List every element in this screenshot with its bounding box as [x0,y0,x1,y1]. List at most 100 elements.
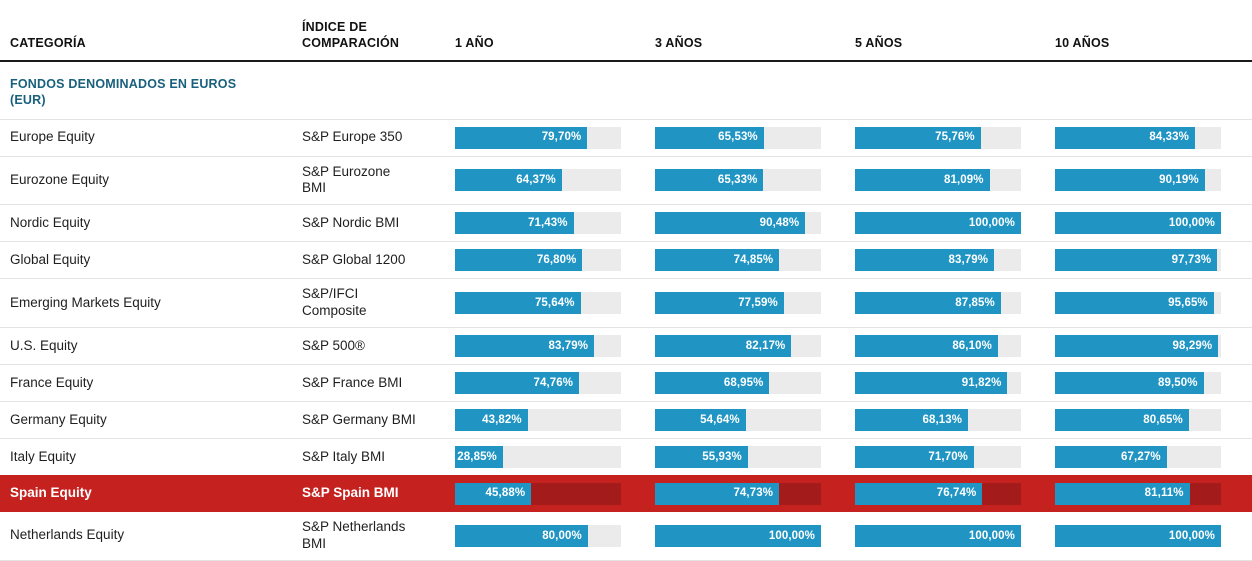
bar-fill: 98,29% [1055,335,1219,357]
bar-cell-1-year: 76,80% [455,249,655,272]
bar-track: 65,53% [655,126,821,149]
col-header-comparison-index: ÍNDICE DE COMPARACIÓN [302,19,400,50]
bar-track: 100,00% [1055,524,1221,547]
index-cell: S&P Germany BMI [302,411,416,427]
bar-value-label: 43,82% [482,413,522,426]
bar-cell-1-year: 28,85% [455,446,655,468]
bar-fill: 86,10% [855,335,998,357]
index-cell: S&P Spain BMI [302,485,399,501]
bar-value-label: 100,00% [1168,529,1215,542]
bar-fill: 68,13% [855,409,969,431]
bar-cell-1-year: 64,37% [455,169,655,192]
bar-fill: 95,65% [1055,292,1214,315]
bar-fill: 64,37% [455,169,562,192]
bar-value-label: 74,73% [733,487,774,500]
bar-value-label: 80,65% [1143,413,1183,426]
bar-track: 68,95% [655,372,821,394]
bar-cell-1-year: 43,82% [455,409,655,431]
bar-value-label: 100,00% [968,529,1015,542]
bar-cell-5-years: 75,76% [855,126,1055,149]
bar-fill: 83,79% [455,335,595,357]
category-cell: Netherlands Equity [10,527,125,543]
bar-cell-3-years: 54,64% [655,409,855,431]
bar-cell-10-years: 90,19% [1055,169,1252,192]
bar-track: 80,00% [455,524,621,547]
bar-track: 100,00% [655,524,821,547]
bar-fill: 90,48% [655,212,806,235]
bar-cell-10-years: 81,11% [1055,482,1252,505]
category-cell: Emerging Markets Equity [10,294,161,310]
bar-track: 77,59% [655,292,821,315]
bar-value-label: 54,64% [700,413,740,426]
bar-fill: 74,76% [455,372,580,394]
bar-value-label: 82,17% [745,339,786,352]
category-cell: Europe Equity [10,129,95,145]
bar-cell-10-years: 84,33% [1055,126,1252,149]
bar-fill: 81,09% [855,169,990,192]
bar-cell-3-years: 55,93% [655,446,855,468]
bar-fill: 54,64% [655,409,746,431]
bar-fill: 67,27% [1055,446,1167,468]
bar-track: 95,65% [1055,292,1221,315]
bar-cell-1-year: 74,76% [455,372,655,394]
bar-cell-1-year: 80,00% [455,524,655,547]
index-cell: S&P Italy BMI [302,448,386,464]
bar-track: 75,76% [855,126,1021,149]
bar-value-label: 81,11% [1144,487,1184,500]
bar-fill: 97,73% [1055,249,1218,272]
bar-fill: 75,64% [455,292,581,315]
table-row: Global Equity S&P Global 1200 76,80% 74,… [0,241,1252,278]
bar-cell-5-years: 86,10% [855,335,1055,357]
bar-track: 80,65% [1055,409,1221,431]
bar-fill: 76,80% [455,249,583,272]
bar-fill: 55,93% [655,446,748,468]
bar-track: 68,13% [855,409,1021,431]
bar-track: 100,00% [1055,212,1221,235]
bar-fill: 28,85% [455,446,503,468]
bar-track: 87,85% [855,292,1021,315]
bar-track: 76,80% [455,249,621,272]
index-cell: S&P Global 1200 [302,251,406,267]
bar-value-label: 65,53% [718,131,758,144]
bar-value-label: 83,79% [948,254,989,267]
bar-track: 76,74% [855,482,1021,505]
bar-fill: 71,70% [855,446,975,468]
bar-fill: 84,33% [1055,126,1195,149]
bar-track: 74,73% [655,482,821,505]
bar-cell-10-years: 80,65% [1055,409,1252,431]
bar-value-label: 76,74% [936,487,977,500]
bar-cell-5-years: 87,85% [855,292,1055,315]
bar-value-label: 100,00% [768,529,815,542]
col-header-category: CATEGORÍA [10,35,86,50]
category-cell: Global Equity [10,251,91,267]
bar-track: 43,82% [455,409,621,431]
bar-track: 98,29% [1055,335,1221,357]
bar-track: 67,27% [1055,446,1221,468]
bar-value-label: 75,64% [534,296,575,309]
bar-value-label: 28,85% [457,450,497,463]
bar-cell-5-years: 100,00% [855,212,1055,235]
bar-cell-1-year: 45,88% [455,482,655,505]
bar-value-label: 80,00% [542,529,582,542]
bar-value-label: 91,82% [961,376,1002,389]
bar-value-label: 74,76% [533,376,574,389]
bar-track: 71,43% [455,212,621,235]
bar-cell-3-years: 74,85% [655,249,855,272]
bar-value-label: 87,85% [955,296,995,309]
bar-track: 97,73% [1055,249,1221,272]
bar-value-label: 98,29% [1172,339,1213,352]
table-row: Nordic Equity S&P Nordic BMI 71,43% 90,4… [0,204,1252,241]
bar-cell-5-years: 68,13% [855,409,1055,431]
bar-value-label: 89,50% [1157,376,1198,389]
bar-cell-10-years: 95,65% [1055,292,1252,315]
table-row: Netherlands Equity S&P Netherlands BMI 8… [0,512,1252,560]
bar-fill: 100,00% [855,524,1021,547]
bar-fill: 100,00% [655,524,821,547]
bar-cell-3-years: 82,17% [655,335,855,357]
bar-track: 90,19% [1055,169,1221,192]
bar-cell-1-year: 75,64% [455,292,655,315]
bar-cell-1-year: 83,79% [455,335,655,357]
table-row: France Equity S&P France BMI 74,76% 68,9… [0,364,1252,401]
bar-fill: 76,74% [855,482,983,505]
